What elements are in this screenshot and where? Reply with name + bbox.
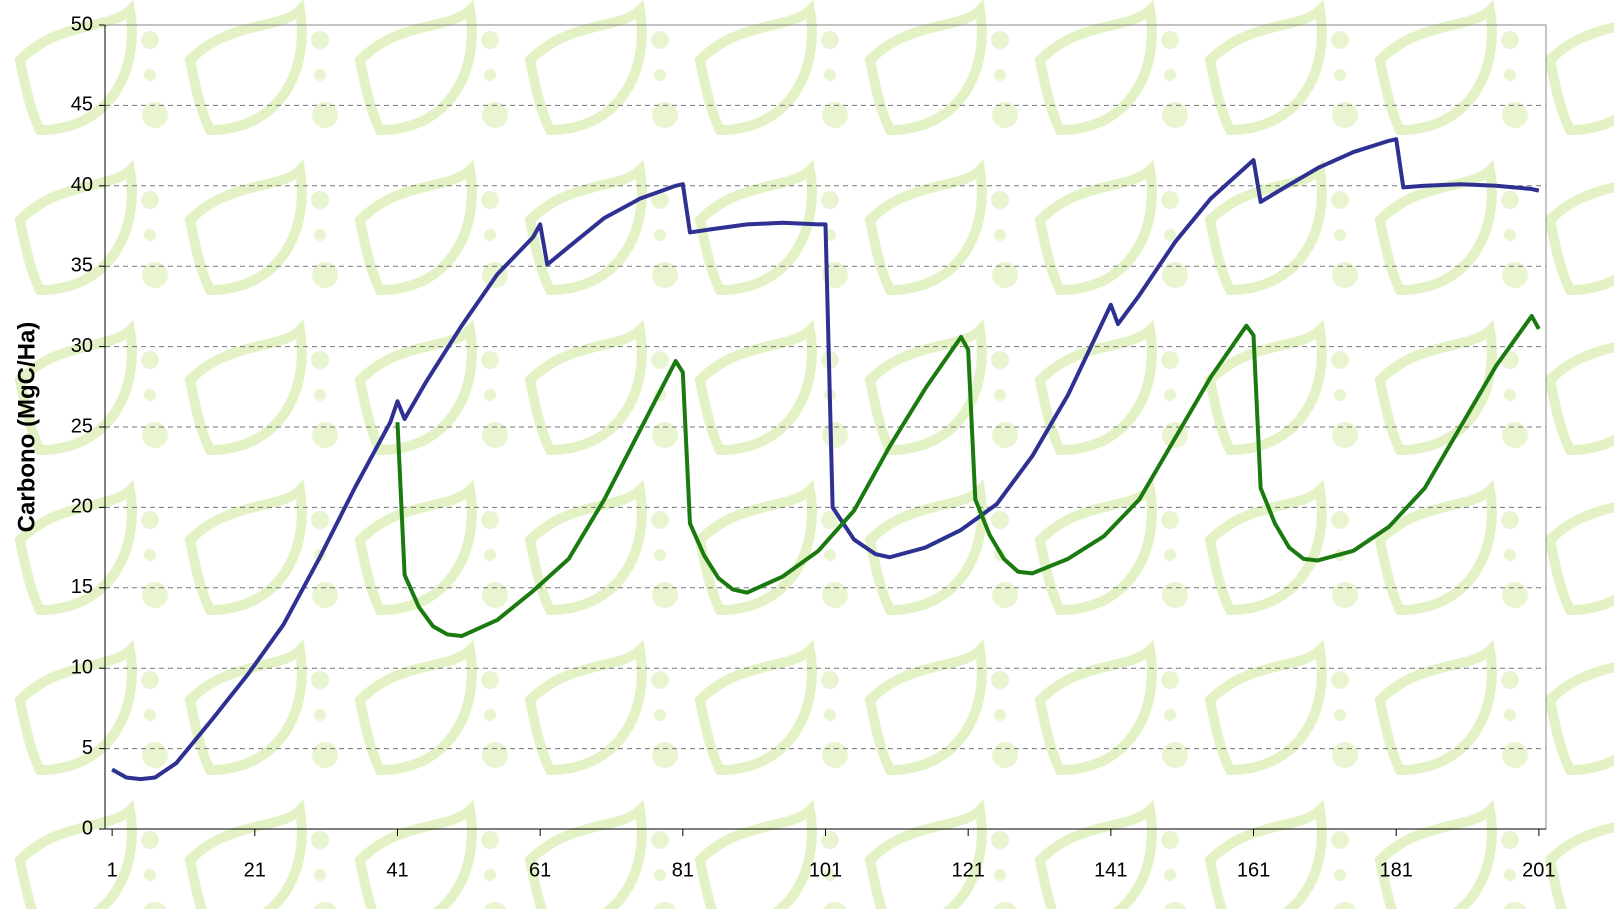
x-tick-label: 81: [672, 859, 694, 881]
y-tick-label: 45: [71, 94, 93, 116]
y-tick-label: 5: [82, 737, 93, 759]
x-tick-label: 1: [107, 859, 118, 881]
x-tick-label: 141: [1094, 859, 1127, 881]
x-tick-label: 161: [1237, 859, 1270, 881]
y-tick-label: 30: [71, 335, 93, 357]
page: Carbono (MgC/Ha) 05101520253035404550121…: [0, 0, 1614, 909]
x-tick-label: 61: [529, 859, 551, 881]
y-tick-label: 15: [71, 576, 93, 598]
y-tick-label: 20: [71, 496, 93, 518]
y-axis-label: Carbono (MgC/Ha): [13, 322, 40, 533]
y-tick-label: 40: [71, 174, 93, 196]
x-tick-label: 101: [809, 859, 842, 881]
y-tick-label: 0: [82, 817, 93, 839]
x-tick-label: 201: [1522, 859, 1555, 881]
x-tick-label: 41: [386, 859, 408, 881]
chart: Carbono (MgC/Ha) 05101520253035404550121…: [0, 0, 1614, 909]
x-tick-label: 181: [1380, 859, 1413, 881]
background: [0, 0, 1614, 909]
x-tick-label: 121: [951, 859, 984, 881]
y-tick-label: 10: [71, 656, 93, 678]
y-tick-label: 25: [71, 415, 93, 437]
y-tick-label: 35: [71, 254, 93, 276]
y-tick-label: 50: [71, 13, 93, 35]
x-tick-label: 21: [244, 859, 266, 881]
